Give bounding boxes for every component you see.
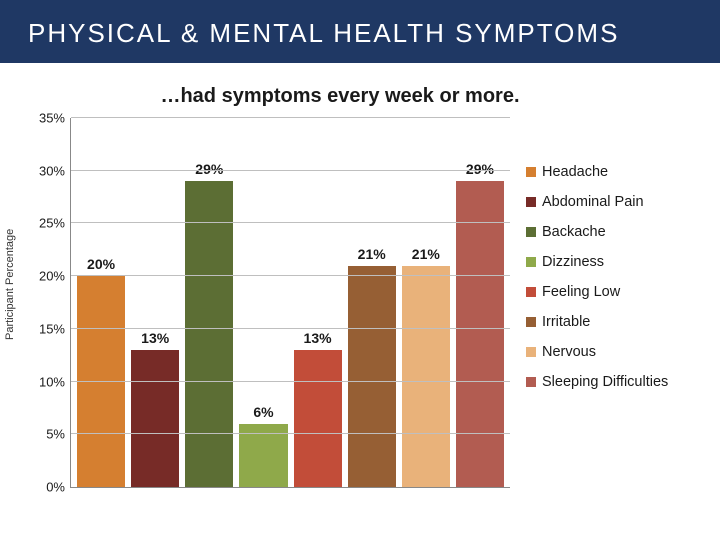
legend-item: Sleeping Difficulties	[526, 374, 668, 390]
legend-item: Irritable	[526, 314, 668, 330]
bar: 13%	[131, 350, 179, 487]
legend-label: Abdominal Pain	[542, 194, 644, 210]
page-title: PHYSICAL & MENTAL HEALTH SYMPTOMS	[28, 18, 619, 48]
bar: 13%	[294, 350, 342, 487]
bar-value-label: 13%	[141, 330, 169, 346]
bars-group: 20%13%29%6%13%21%21%29%	[71, 118, 510, 487]
y-tick-label: 0%	[31, 480, 65, 495]
legend-swatch	[526, 257, 536, 267]
legend-item: Nervous	[526, 344, 668, 360]
gridline	[71, 222, 510, 223]
legend-swatch	[526, 227, 536, 237]
legend: Headache Abdominal Pain Backache Dizziness F…	[526, 164, 668, 404]
y-tick-label: 25%	[31, 216, 65, 231]
gridline	[71, 170, 510, 171]
y-tick-label: 30%	[31, 163, 65, 178]
legend-label: Feeling Low	[542, 284, 620, 300]
legend-item: Abdominal Pain	[526, 194, 668, 210]
gridline	[71, 433, 510, 434]
legend-swatch	[526, 287, 536, 297]
bar-value-label: 21%	[358, 246, 386, 262]
legend-swatch	[526, 377, 536, 387]
bar-value-label: 13%	[304, 330, 332, 346]
bar-value-label: 6%	[253, 404, 273, 420]
bar: 29%	[456, 181, 504, 487]
legend-label: Headache	[542, 164, 608, 180]
bar: 21%	[348, 266, 396, 487]
y-tick-label: 35%	[31, 111, 65, 126]
legend-label: Irritable	[542, 314, 590, 330]
legend-item: Backache	[526, 224, 668, 240]
legend-swatch	[526, 317, 536, 327]
y-tick-label: 15%	[31, 321, 65, 336]
y-axis-label: Participant Percentage	[4, 229, 16, 340]
legend-item: Feeling Low	[526, 284, 668, 300]
bar: 21%	[402, 266, 450, 487]
legend-label: Backache	[542, 224, 606, 240]
gridline	[71, 275, 510, 276]
bar-value-label: 21%	[412, 246, 440, 262]
legend-label: Nervous	[542, 344, 596, 360]
y-tick-label: 5%	[31, 427, 65, 442]
legend-swatch	[526, 167, 536, 177]
bar: 29%	[185, 181, 233, 487]
legend-item: Headache	[526, 164, 668, 180]
legend-label: Sleeping Difficulties	[542, 374, 668, 390]
gridline	[71, 381, 510, 382]
y-tick-label: 10%	[31, 374, 65, 389]
legend-item: Dizziness	[526, 254, 668, 270]
plot-area: 20%13%29%6%13%21%21%29% 0%5%10%15%20%25%…	[70, 118, 510, 488]
legend-label: Dizziness	[542, 254, 604, 270]
gridline	[71, 328, 510, 329]
y-tick-label: 20%	[31, 269, 65, 284]
bar: 20%	[77, 276, 125, 487]
legend-swatch	[526, 197, 536, 207]
gridline	[71, 117, 510, 118]
subtitle: …had symptoms every week or more.	[0, 85, 720, 108]
bar-value-label: 20%	[87, 256, 115, 272]
legend-swatch	[526, 347, 536, 357]
title-bar: PHYSICAL & MENTAL HEALTH SYMPTOMS	[0, 0, 720, 63]
chart-container: Participant Percentage 20%13%29%6%13%21%…	[10, 114, 700, 514]
